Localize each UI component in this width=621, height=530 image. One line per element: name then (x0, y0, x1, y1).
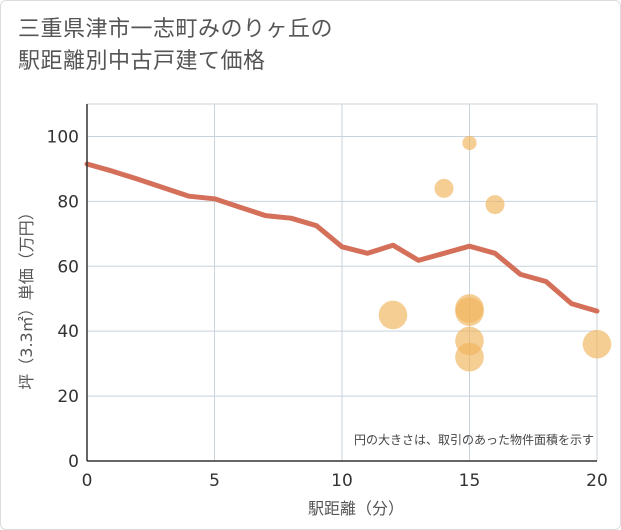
y-axis-label: 坪（3.3㎡）単価（万円） (17, 204, 36, 389)
chart-title-line1: 三重県津市一志町みのりヶ丘の (18, 17, 334, 42)
axes: 0 20 40 60 80 100 0 5 10 15 20 (47, 104, 608, 491)
scatter-point (455, 342, 484, 372)
y-tick-label: 20 (57, 387, 79, 407)
trend-line-group (84, 161, 600, 314)
grid (86, 103, 598, 462)
chart-title: 三重県津市一志町みのりヶ丘の 駅距離別中古戸建て価格 (18, 14, 333, 78)
scatter-point (462, 135, 477, 151)
x-tick-label: 10 (331, 471, 353, 491)
trend-line (84, 161, 600, 314)
y-tick-label: 60 (57, 257, 79, 277)
x-axis-label: 駅距離（分） (308, 499, 404, 518)
x-tick-label: 20 (586, 471, 608, 491)
y-tick-label: 40 (57, 322, 79, 342)
y-tick-label: 100 (47, 127, 79, 147)
x-tick-label: 15 (459, 471, 481, 491)
chart-title-line2: 駅距離別中古戸建て価格 (18, 49, 266, 74)
scatter-point (582, 329, 612, 359)
size-note: 円の大きさは、取引のあった物件面積を示す (354, 432, 594, 447)
scatter-points (378, 135, 612, 372)
scatter-point (434, 178, 454, 198)
x-tick-label: 5 (209, 471, 220, 491)
y-tick-label: 0 (68, 452, 79, 472)
y-tick-label: 80 (57, 192, 79, 212)
scatter-point (485, 195, 505, 215)
scatter-point (378, 300, 408, 330)
x-tick-label: 0 (82, 471, 93, 491)
scatter-point (455, 297, 484, 327)
